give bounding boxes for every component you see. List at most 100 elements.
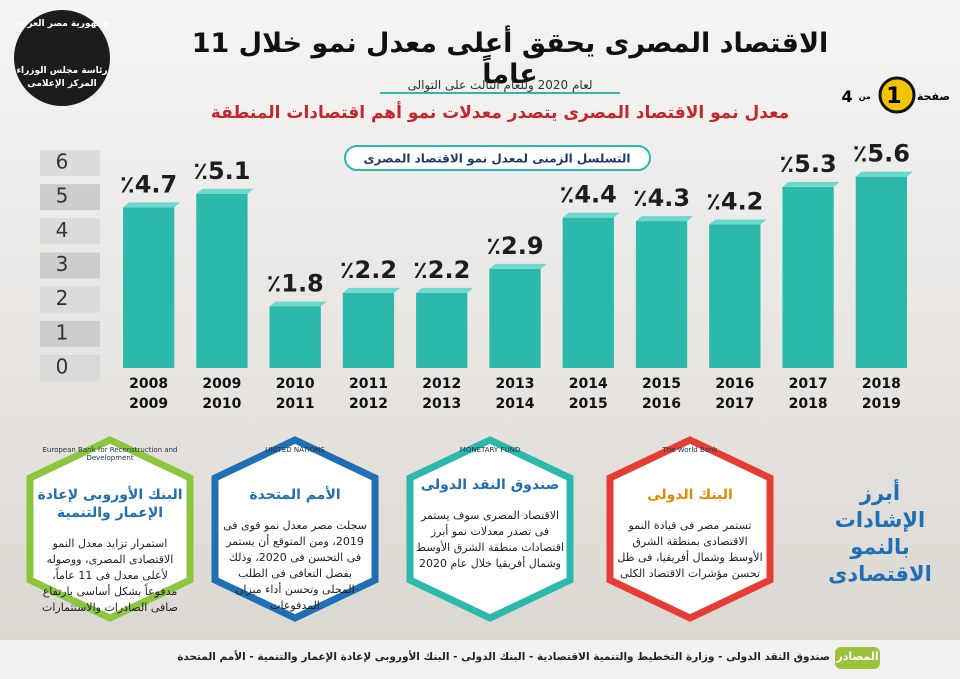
x-tick-label: 2015: [569, 396, 608, 412]
card: The World Bank البنك الدولى تستمر مصر فى ق…: [601, 440, 779, 620]
bar-top: [489, 263, 547, 269]
card-frame: [406, 436, 574, 622]
card: MONETARY FUND صندوق النقد الدولى الاقتصاد …: [401, 440, 579, 620]
bar: [709, 224, 761, 368]
x-tick-label: 2018: [789, 396, 828, 412]
x-tick-label: 2012: [349, 396, 388, 412]
value-label: ٪5.3: [780, 150, 837, 178]
bar-top: [782, 181, 840, 187]
y-tick-block: [40, 355, 100, 381]
bar: [782, 186, 834, 368]
value-label: ٪4.7: [120, 170, 177, 198]
x-tick-label: 2011: [349, 376, 388, 392]
value-label: ٪4.4: [560, 181, 617, 209]
card-logo: European Bank for Reconstruction and Dev…: [42, 446, 178, 462]
footer-text: صندوق النقد الدولى - وزارة التخطيط والتن…: [177, 651, 830, 663]
card-title: البنك الأوروبى لإعادة الإعمار والتنمية: [37, 487, 183, 521]
page-indicator: صفحة 1 من 4: [830, 83, 950, 109]
card-frame: [211, 436, 379, 622]
logo-text: جمهورية مصر العربية رئاسة مجلس الوزراء ا…: [14, 18, 110, 91]
x-tick-label: 2008: [129, 376, 168, 392]
x-tick-label: 2012: [422, 376, 461, 392]
y-tick-label: 2: [56, 286, 69, 310]
y-tick-block: [40, 218, 100, 245]
card-body: سجلت مصر معدل نمو قوى فى 2019، ومن المتو…: [223, 519, 367, 612]
x-tick-label: 2011: [276, 396, 315, 412]
y-tick-block: [40, 320, 100, 347]
bar: [122, 207, 175, 368]
y-tick-label: 4: [56, 218, 69, 242]
card-body: تستمر مصر فى قيادة النمو الاقتصادى بمنطق…: [617, 519, 763, 580]
bar: [635, 221, 688, 368]
y-tick-label: 1: [56, 320, 69, 344]
bar: [855, 176, 908, 368]
value-label: ٪4.3: [633, 184, 690, 212]
y-tick-label: 0: [56, 355, 69, 379]
subtitle: لعام 2020 وللعام الثالث على التوالى: [380, 78, 620, 94]
page-title: الاقتصاد المصرى يحقق أعلى معدل نمو خلال …: [191, 28, 829, 90]
bar-top: [269, 301, 327, 307]
value-label: ٪2.2: [413, 256, 470, 284]
x-tick-label: 2017: [789, 376, 828, 392]
value-label: ٪2.2: [340, 256, 397, 284]
card-title: البنك الدولى: [647, 487, 733, 503]
card-frame: [606, 436, 774, 622]
footer-badge: [835, 647, 880, 669]
bar: [489, 268, 541, 368]
bar-top: [562, 212, 620, 218]
bar-top: [416, 287, 474, 293]
x-tick-label: 2010: [276, 376, 315, 392]
logo-badge: [14, 10, 110, 106]
x-tick-label: 2009: [202, 376, 241, 392]
x-tick-label: 2013: [422, 396, 461, 412]
side-title: أبرز الإشادات بالنمو الاقتصادى: [828, 481, 932, 586]
x-tick-label: 2010: [202, 396, 241, 412]
y-tick-block: [40, 184, 100, 211]
x-tick-label: 2018: [862, 376, 901, 392]
card: UNITED NATIONS الأمم المتحدة سجلت مصر معدل…: [206, 440, 384, 620]
card-logo: UNITED NATIONS: [265, 446, 325, 454]
bar-top: [196, 188, 254, 194]
value-label: ٪5.1: [193, 157, 250, 185]
value-label: ٪4.2: [706, 188, 763, 216]
card-body: الاقتصاد المصرى سوف يستمر فى تصدر معدلات…: [415, 509, 565, 570]
x-tick-label: 2016: [715, 376, 754, 392]
x-tick-label: 2014: [569, 376, 608, 392]
page-total: 4: [841, 86, 853, 106]
y-tick-block: [40, 150, 100, 176]
footer-bar: [0, 640, 960, 679]
card: European Bank for Reconstruction and Dev…: [21, 440, 199, 620]
bar-top: [342, 287, 401, 293]
card-title: صندوق النقد الدولى: [420, 477, 560, 493]
bar: [416, 292, 468, 368]
bar: [269, 306, 321, 368]
card-logo: The World Bank: [662, 446, 718, 454]
footer-label: المصادر: [836, 650, 879, 663]
card-title: الأمم المتحدة: [249, 487, 341, 503]
x-tick-label: 2017: [715, 396, 754, 412]
x-tick-label: 2015: [642, 376, 681, 392]
bar: [342, 292, 395, 368]
bar: [196, 193, 248, 368]
logo-line: جمهورية مصر العربية: [14, 19, 110, 29]
card-logo: MONETARY FUND: [459, 446, 521, 454]
y-tick-block: [40, 252, 100, 279]
x-tick-label: 2013: [496, 376, 535, 392]
y-tick-label: 6: [56, 150, 69, 174]
card-frame: [26, 436, 194, 622]
page-number: 1: [886, 83, 902, 109]
y-tick-label: 3: [56, 252, 69, 276]
bar-top: [122, 202, 181, 208]
x-tick-label: 2016: [642, 396, 681, 412]
x-tick-label: 2014: [496, 396, 535, 412]
logo-line: رئاسة مجلس الوزراء: [16, 66, 108, 76]
chart-title: التسلسل الزمنى لمعدل نمو الاقتصاد المصرى: [364, 152, 631, 167]
page-of: من: [858, 91, 871, 101]
bar-top: [855, 171, 914, 177]
logo-line: المركز الإعلامى: [27, 79, 97, 89]
x-tick-label: 2009: [129, 396, 168, 412]
y-tick-label: 5: [56, 184, 69, 208]
y-tick-block: [40, 286, 100, 313]
